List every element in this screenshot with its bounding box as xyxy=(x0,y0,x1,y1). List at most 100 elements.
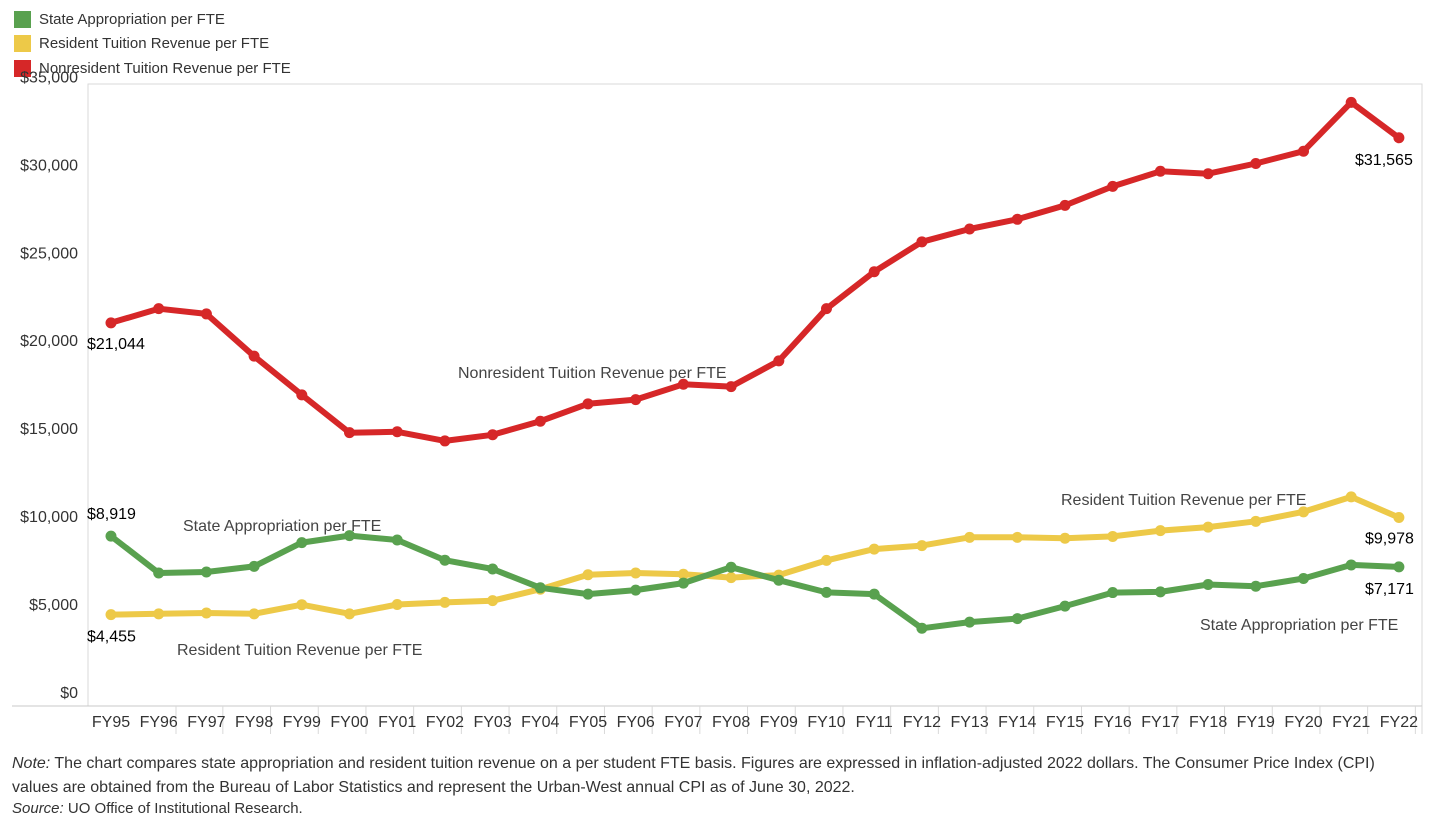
data-point xyxy=(916,540,928,552)
legend-label-resident: Resident Tuition Revenue per FTE xyxy=(39,35,270,53)
x-tick-label: FY17 xyxy=(1141,714,1179,731)
data-point xyxy=(248,350,260,362)
data-point xyxy=(725,381,737,393)
data-point xyxy=(773,574,785,586)
x-tick-label: FY96 xyxy=(140,714,178,731)
data-point xyxy=(677,378,689,390)
note-label: Note: xyxy=(12,755,51,772)
data-point xyxy=(248,560,260,572)
x-tick-label: FY19 xyxy=(1237,714,1275,731)
data-label: $31,565 xyxy=(1355,152,1413,169)
series-annotation: State Appropriation per FTE xyxy=(183,518,381,535)
data-point xyxy=(630,394,642,406)
x-tick-label: FY02 xyxy=(426,714,464,731)
data-point xyxy=(1345,96,1357,108)
x-tick-label: FY06 xyxy=(617,714,655,731)
x-tick-label: FY16 xyxy=(1094,714,1132,731)
data-point xyxy=(630,567,642,579)
series-annotation: Nonresident Tuition Revenue per FTE xyxy=(458,365,727,382)
plot-frame xyxy=(87,83,1423,707)
y-tick-label: $30,000 xyxy=(20,157,78,174)
data-point xyxy=(630,584,642,596)
data-point xyxy=(1011,213,1023,225)
data-point xyxy=(200,566,212,578)
data-point xyxy=(248,608,260,620)
data-point xyxy=(1154,165,1166,177)
data-point xyxy=(1059,532,1071,544)
data-point xyxy=(1298,145,1309,157)
x-tick-label: FY08 xyxy=(712,714,750,731)
series-annotation: Resident Tuition Revenue per FTE xyxy=(177,642,422,659)
x-tick-label: FY99 xyxy=(283,714,321,731)
x-tick-label: FY05 xyxy=(569,714,607,731)
data-point xyxy=(1011,613,1023,625)
data-point xyxy=(1298,506,1309,518)
x-tick-label: FY03 xyxy=(473,714,511,731)
data-point xyxy=(1107,530,1119,542)
y-tick-label: $5,000 xyxy=(29,597,78,614)
data-point xyxy=(725,572,737,584)
data-point xyxy=(487,429,499,441)
legend-item-state: State Appropriation per FTE xyxy=(14,7,291,32)
data-point xyxy=(534,582,546,594)
data-point xyxy=(868,588,880,600)
data-point xyxy=(582,569,594,581)
legend-label-nonresident: Nonresident Tuition Revenue per FTE xyxy=(39,59,291,77)
data-point xyxy=(821,554,832,566)
data-point xyxy=(534,415,546,427)
data-point xyxy=(1250,515,1262,527)
data-point xyxy=(821,586,832,598)
source-label: Source: xyxy=(12,800,64,817)
data-point xyxy=(1154,525,1166,537)
data-point xyxy=(1393,132,1405,144)
legend-swatch-state xyxy=(14,10,31,28)
x-tick-label: FY98 xyxy=(235,714,273,731)
line-chart: $0 $5,000 $10,000 $15,000 $20,000 $25,000 $30,… xyxy=(12,69,1423,734)
data-point xyxy=(1250,580,1262,592)
data-point xyxy=(868,266,880,278)
data-point xyxy=(105,609,117,621)
x-tick-label: FY12 xyxy=(903,714,941,731)
x-tick-label: FY01 xyxy=(378,714,416,731)
data-point xyxy=(1345,491,1357,503)
data-point xyxy=(1154,586,1166,598)
y-tick-label: $10,000 xyxy=(20,509,78,526)
x-tick-label: FY15 xyxy=(1046,714,1084,731)
y-tick-label: $0 xyxy=(60,685,78,702)
data-point xyxy=(391,426,403,438)
data-point xyxy=(1107,587,1119,599)
data-point xyxy=(725,561,737,573)
data-point xyxy=(1393,511,1405,523)
data-point xyxy=(1011,531,1023,543)
x-tick-label: FY07 xyxy=(664,714,702,731)
data-point xyxy=(344,608,355,620)
y-tick-label: $25,000 xyxy=(20,245,78,262)
series-line xyxy=(108,493,1402,618)
data-point xyxy=(439,435,451,447)
data-label: $4,455 xyxy=(87,629,136,646)
x-tick-label: FY97 xyxy=(187,714,225,731)
data-point xyxy=(964,616,976,628)
data-point xyxy=(1202,521,1214,533)
x-tick-label: FY21 xyxy=(1332,714,1370,731)
data-point xyxy=(153,303,165,315)
data-point xyxy=(344,530,355,542)
series-line xyxy=(108,99,1402,444)
data-point xyxy=(105,530,117,542)
data-point xyxy=(773,355,785,367)
data-point xyxy=(1107,180,1119,192)
x-tick-label: FY18 xyxy=(1189,714,1227,731)
y-tick-label: $35,000 xyxy=(20,69,78,86)
data-point xyxy=(677,577,689,589)
data-point xyxy=(1393,561,1405,573)
data-point xyxy=(1298,572,1309,584)
x-tick-label: FY04 xyxy=(521,714,559,731)
note-text: The chart compares state appropriation a… xyxy=(12,755,1375,796)
x-tick-label: FY00 xyxy=(330,714,368,731)
data-label: $7,171 xyxy=(1365,581,1414,598)
data-point xyxy=(439,554,451,566)
data-label: $21,044 xyxy=(87,336,145,353)
x-tick-label: FY13 xyxy=(950,714,988,731)
chart-note: Note: The chart compares state appropria… xyxy=(12,752,1422,800)
legend-swatch-resident xyxy=(14,35,31,53)
